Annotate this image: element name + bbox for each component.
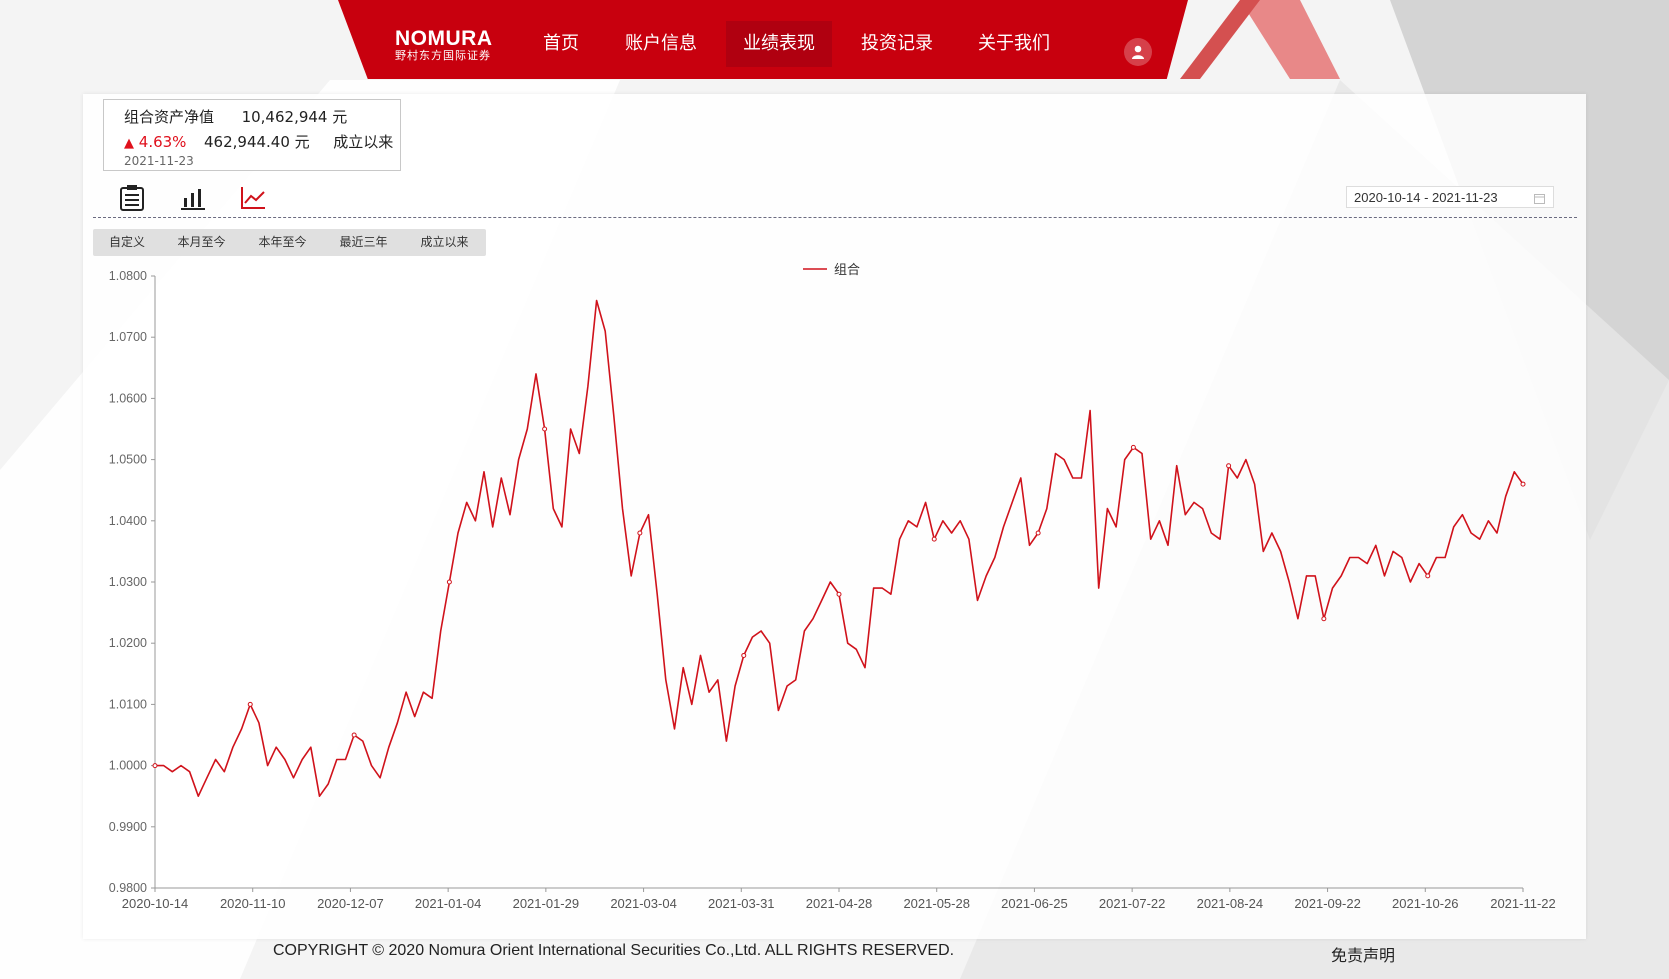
change-arrow-icon: ▲ <box>124 136 134 151</box>
y-tick-label: 1.0700 <box>109 330 147 344</box>
dashed-divider <box>93 217 1577 218</box>
logo-text: NOMURA <box>395 27 493 50</box>
y-tick-label: 1.0200 <box>109 636 147 650</box>
change-amount: 462,944.40 元 <box>204 133 310 151</box>
x-tick-label: 2021-01-29 <box>513 896 580 911</box>
x-tick-label: 2020-11-10 <box>220 896 286 911</box>
series-line-portfolio <box>155 299 1524 798</box>
x-tick-label: 2021-03-31 <box>708 896 775 911</box>
data-point <box>1226 463 1232 469</box>
data-point <box>1520 481 1526 487</box>
footer-copyright: COPYRIGHT © 2020 Nomura Orient Internati… <box>273 942 955 959</box>
range-tab-year-to-date[interactable]: 本年至今 <box>258 235 307 249</box>
range-tab-month-to-date[interactable]: 本月至今 <box>177 235 226 249</box>
user-icon[interactable] <box>1124 38 1152 66</box>
x-tick-label: 2020-10-14 <box>122 896 189 911</box>
data-point <box>446 579 452 585</box>
range-tab-last-three-years[interactable]: 最近三年 <box>339 235 388 249</box>
x-tick-label: 2021-07-22 <box>1099 896 1166 911</box>
data-point <box>1321 616 1327 622</box>
nomura-logo[interactable]: NOMURA 野村东方国际证券 <box>395 28 493 62</box>
data-point <box>637 530 643 536</box>
range-tabs: 自定义 本月至今 本年至今 最近三年 成立以来 <box>93 229 486 256</box>
x-tick-label: 2020-12-07 <box>317 896 384 911</box>
data-point <box>542 426 548 432</box>
net-asset-label: 组合资产净值 <box>124 108 215 126</box>
asset-summary: 组合资产净值 10,462,944 元 ▲ 4.63% 462,944.40 元… <box>103 99 401 171</box>
range-tab-custom[interactable]: 自定义 <box>108 235 145 249</box>
nav-performance[interactable]: 业绩表现 <box>726 21 832 67</box>
summary-date: 2021-11-23 <box>124 154 194 168</box>
y-tick-label: 1.0300 <box>109 575 147 589</box>
y-tick-label: 0.9800 <box>109 881 147 895</box>
x-tick-label: 2021-11-22 <box>1490 896 1556 911</box>
table-icon[interactable] <box>118 184 146 212</box>
data-point <box>1035 530 1041 536</box>
nav-account-info[interactable]: 账户信息 <box>625 33 697 54</box>
x-tick-label: 2021-10-26 <box>1392 896 1459 911</box>
change-period: 成立以来 <box>333 133 394 151</box>
y-tick-label: 1.0100 <box>109 697 147 711</box>
data-point <box>1425 573 1431 579</box>
range-tab-since-inception[interactable]: 成立以来 <box>420 235 469 249</box>
x-tick-label: 2021-09-22 <box>1294 896 1361 911</box>
data-point <box>741 652 747 658</box>
calendar-icon[interactable] <box>1534 187 1545 209</box>
data-point <box>1130 444 1136 450</box>
date-range-value: 2020-10-14 - 2021-11-23 <box>1354 190 1498 205</box>
y-tick-label: 1.0600 <box>109 391 147 405</box>
x-tick-label: 2021-06-25 <box>1001 896 1068 911</box>
data-point <box>152 763 158 769</box>
y-tick-label: 0.9900 <box>109 820 147 834</box>
date-range-input[interactable]: 2020-10-14 - 2021-11-23 <box>1346 186 1554 208</box>
y-tick-label: 1.0500 <box>109 453 147 467</box>
nav-home[interactable]: 首页 <box>543 33 579 54</box>
x-tick-label: 2021-03-04 <box>610 896 677 911</box>
change-percent: 4.63% <box>138 133 187 151</box>
data-point <box>351 732 357 738</box>
x-tick-label: 2021-05-28 <box>903 896 970 911</box>
y-tick-label: 1.0400 <box>109 514 147 528</box>
y-tick-label: 1.0800 <box>109 269 147 283</box>
x-tick-label: 2021-01-04 <box>415 896 482 911</box>
data-point <box>247 701 253 707</box>
x-tick-label: 2021-04-28 <box>806 896 873 911</box>
logo-subtitle: 野村东方国际证券 <box>395 49 491 62</box>
nav-investment-records[interactable]: 投资记录 <box>861 33 933 54</box>
x-tick-label: 2021-08-24 <box>1197 896 1264 911</box>
legend-label: 组合 <box>834 263 860 278</box>
net-asset-value: 10,462,944 元 <box>241 108 348 126</box>
data-point <box>931 536 937 542</box>
y-tick-label: 1.0000 <box>109 759 147 773</box>
bar-chart-icon[interactable] <box>179 184 207 212</box>
data-point <box>836 591 842 597</box>
line-chart-icon[interactable] <box>239 184 267 212</box>
nav-about-us[interactable]: 关于我们 <box>978 33 1050 54</box>
footer-disclaimer-link[interactable]: 免责声明 <box>1331 948 1396 965</box>
